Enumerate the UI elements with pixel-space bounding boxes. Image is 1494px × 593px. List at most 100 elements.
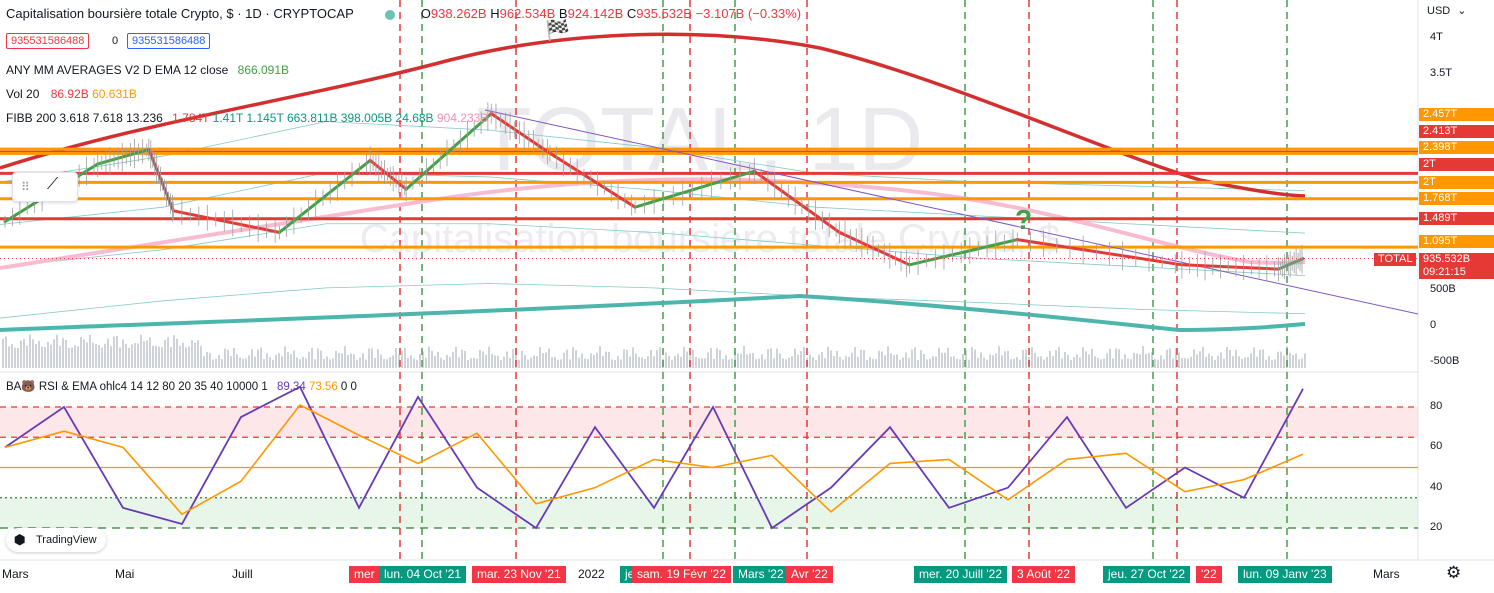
- volume-bar: [626, 349, 628, 368]
- volume-bar: [1154, 358, 1156, 368]
- volume-bar: [260, 347, 262, 368]
- symbol-title[interactable]: Capitalisation boursière totale Crypto, …: [6, 6, 354, 21]
- fibb-val-6: 24.68B: [395, 111, 434, 125]
- volume-bar: [398, 354, 400, 368]
- price-axis-tick: 0: [1430, 319, 1437, 331]
- rsi-value-2: 73.56: [308, 381, 338, 393]
- volume-bar: [1262, 349, 1264, 368]
- volume-bar: [509, 358, 511, 368]
- time-axis-tick: 2022: [578, 567, 605, 581]
- tradingview-brand: TradingView: [36, 534, 97, 546]
- volume-bar: [248, 355, 250, 368]
- volume-bar: [917, 359, 919, 368]
- sell-button[interactable]: 935531586488: [6, 33, 90, 49]
- volume-bar: [734, 351, 736, 368]
- volume-bar: [692, 349, 694, 368]
- volume-bar: [236, 354, 238, 368]
- volume-bar: [779, 353, 781, 368]
- price-axis-tick: 4T: [1430, 31, 1443, 43]
- volume-bar: [128, 347, 130, 368]
- rsi-axis-tick: 40: [1430, 480, 1443, 493]
- volume-bar: [1058, 346, 1060, 368]
- volume-bar: [167, 337, 169, 368]
- volume-bar: [1157, 359, 1159, 368]
- price-tag: 1.768T: [1419, 192, 1494, 205]
- fib-band-line: [0, 172, 1306, 234]
- volume-bar: [827, 346, 829, 368]
- volume-bar: [410, 355, 412, 368]
- market-status-icon: [385, 9, 396, 20]
- tradingview-logo[interactable]: ⬢ TradingView: [6, 528, 106, 552]
- volume-bar: [44, 347, 46, 368]
- rsi-line: [4, 385, 1304, 530]
- volume-bar: [1025, 349, 1027, 368]
- price-ema-segment: [1180, 263, 1280, 271]
- volume-bar: [86, 342, 88, 368]
- volume-bar: [257, 349, 259, 368]
- price-tag: 1.489T: [1419, 212, 1494, 225]
- vol-legend[interactable]: Vol 20 86.92B 60.631B: [6, 87, 137, 101]
- volume-bar: [473, 357, 475, 368]
- question-annotation: ?: [1015, 204, 1033, 235]
- volume-bar: [1193, 349, 1195, 368]
- volume-bar: [266, 353, 268, 368]
- volume-bar: [287, 351, 289, 368]
- volume-bar: [479, 349, 481, 368]
- volume-bar: [1016, 357, 1018, 368]
- fibb-legend[interactable]: FIBB 200 3.618 7.618 13.236 1.784T 1.41T…: [6, 111, 488, 125]
- volume-bar: [341, 353, 343, 368]
- rsi-legend[interactable]: BA🐻 RSI & EMA ohlc4 14 12 80 20 35 40 10…: [6, 379, 357, 393]
- ema-legend[interactable]: ANY MM AVERAGES V2 D EMA 12 close 866.09…: [6, 63, 289, 77]
- buy-button[interactable]: 935531586488: [127, 33, 211, 49]
- volume-bar: [494, 355, 496, 368]
- volume-bar: [5, 336, 7, 368]
- volume-bar: [77, 346, 79, 368]
- volume-bar: [773, 358, 775, 368]
- volume-bar: [704, 358, 706, 368]
- volume-bar: [1169, 348, 1171, 368]
- volume-bar: [275, 354, 277, 368]
- volume-bar: [512, 348, 514, 368]
- volume-bar: [770, 348, 772, 368]
- volume-bar: [89, 334, 91, 368]
- trendline-icon[interactable]: ⟋: [47, 176, 59, 193]
- volume-bar: [389, 357, 391, 368]
- volume-bar: [527, 359, 529, 368]
- volume-bar: [908, 357, 910, 368]
- time-axis-marker-tag: lun. 09 Janv '23: [1238, 566, 1332, 583]
- volume-bar: [716, 348, 718, 368]
- volume-bar: [1151, 351, 1153, 368]
- volume-bar: [1166, 349, 1168, 368]
- volume-bar: [983, 357, 985, 368]
- volume-bar: [29, 334, 31, 368]
- volume-bar: [281, 356, 283, 368]
- volume-bar: [647, 356, 649, 368]
- volume-bar: [965, 350, 967, 368]
- volume-bar: [413, 358, 415, 368]
- volume-bar: [677, 353, 679, 368]
- volume-bar: [944, 352, 946, 368]
- rsi-label: BA🐻 RSI & EMA ohlc4 14 12 80 20 35 40 10…: [6, 381, 268, 393]
- rsi-value-1: 89.34: [276, 381, 306, 393]
- drawing-toolbar[interactable]: ⠿ ⟋: [12, 172, 78, 202]
- volume-bar: [62, 338, 64, 368]
- volume-bar: [203, 356, 205, 368]
- volume-bar: [26, 345, 28, 368]
- volume-bar: [233, 347, 235, 368]
- volume-bar: [725, 355, 727, 368]
- volume-bar: [962, 353, 964, 368]
- volume-bar: [1292, 354, 1294, 368]
- volume-bar: [974, 349, 976, 368]
- volume-bar: [1037, 356, 1039, 368]
- settings-gear-icon[interactable]: ⚙: [1446, 563, 1462, 582]
- volume-bar: [506, 351, 508, 368]
- volume-bar: [1133, 352, 1135, 368]
- volume-bar: [1187, 358, 1189, 368]
- ohlc-o-label: O: [420, 6, 431, 21]
- volume-bar: [1211, 356, 1213, 368]
- finish-flag-icon: 🏁: [545, 20, 570, 42]
- volume-bar: [191, 340, 193, 368]
- drag-handle-icon[interactable]: ⠿: [21, 180, 30, 194]
- currency-selector[interactable]: USD ⌄: [1427, 4, 1467, 17]
